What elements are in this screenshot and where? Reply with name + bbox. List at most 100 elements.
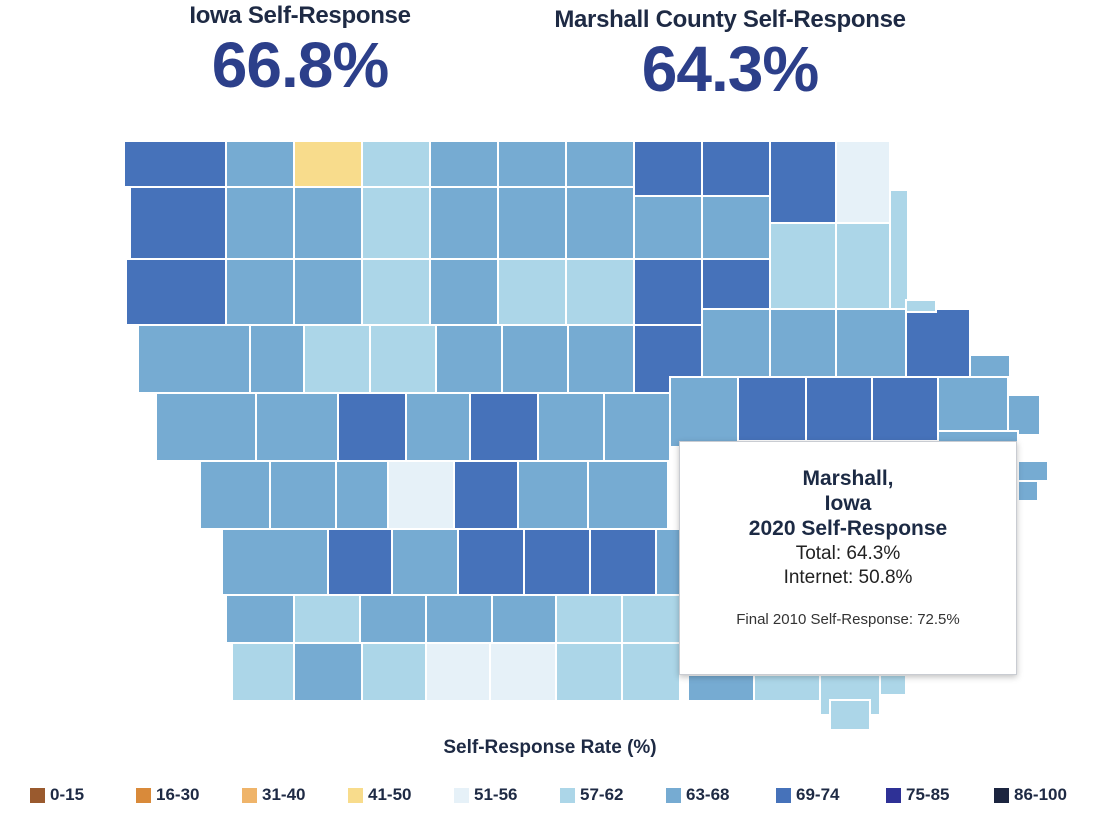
county-region-37[interactable] bbox=[137, 324, 251, 394]
legend-item: 86-100 bbox=[994, 782, 1067, 808]
county-region-10[interactable] bbox=[769, 140, 837, 224]
legend-swatch bbox=[560, 787, 575, 803]
county-region-17[interactable] bbox=[497, 186, 567, 260]
county-region-84[interactable] bbox=[361, 642, 427, 702]
county-region-4[interactable] bbox=[361, 140, 431, 188]
county-region-14[interactable] bbox=[293, 186, 363, 260]
county-region-16[interactable] bbox=[429, 186, 499, 260]
county-region-61[interactable] bbox=[269, 460, 337, 530]
county-region-28[interactable] bbox=[429, 258, 499, 326]
county-region-64[interactable] bbox=[453, 460, 519, 530]
county-region-89[interactable] bbox=[687, 674, 755, 702]
county-region-63[interactable] bbox=[387, 460, 455, 530]
county-region-13[interactable] bbox=[225, 186, 295, 260]
county-region-65[interactable] bbox=[517, 460, 589, 530]
county-region-50[interactable] bbox=[405, 392, 471, 462]
county-region-42[interactable] bbox=[501, 324, 569, 394]
county-region-34[interactable] bbox=[835, 308, 907, 378]
county-region-15[interactable] bbox=[361, 186, 431, 260]
county-region-54[interactable] bbox=[669, 376, 739, 448]
county-region-36[interactable] bbox=[905, 299, 937, 313]
county-region-47[interactable] bbox=[155, 392, 257, 462]
county-region-23[interactable] bbox=[889, 189, 909, 311]
county-region-32[interactable] bbox=[701, 258, 771, 310]
county-region-68[interactable] bbox=[221, 528, 329, 596]
county-region-80[interactable] bbox=[555, 594, 623, 644]
county-region-31[interactable] bbox=[633, 258, 703, 326]
county-region-29[interactable] bbox=[497, 258, 567, 326]
county-region-21[interactable] bbox=[769, 222, 837, 310]
county-region-87[interactable] bbox=[555, 642, 623, 702]
county-region-52[interactable] bbox=[537, 392, 605, 462]
county-region-6[interactable] bbox=[497, 140, 567, 188]
county-region-66[interactable] bbox=[587, 460, 669, 530]
county-region-33[interactable] bbox=[769, 308, 837, 378]
county-region-2[interactable] bbox=[225, 140, 295, 188]
county-region-77[interactable] bbox=[359, 594, 427, 644]
county-region-76[interactable] bbox=[293, 594, 361, 644]
county-region-71[interactable] bbox=[457, 528, 525, 596]
county-region-53[interactable] bbox=[603, 392, 671, 462]
county-region-se-1[interactable] bbox=[1017, 460, 1049, 482]
county-region-18[interactable] bbox=[565, 186, 635, 260]
county-region-49[interactable] bbox=[337, 392, 407, 462]
county-region-3[interactable] bbox=[293, 140, 363, 188]
county-region-88[interactable] bbox=[621, 642, 681, 702]
county-region-12[interactable] bbox=[129, 186, 227, 260]
county-region-57[interactable] bbox=[871, 376, 939, 442]
tooltip-state-name: Iowa bbox=[824, 492, 872, 515]
county-region-72[interactable] bbox=[523, 528, 591, 596]
county-region-20[interactable] bbox=[701, 195, 771, 260]
county-region-26[interactable] bbox=[293, 258, 363, 326]
county-region-62[interactable] bbox=[335, 460, 389, 530]
county-region-48[interactable] bbox=[255, 392, 339, 462]
county-region-38[interactable] bbox=[249, 324, 305, 394]
county-region-30[interactable] bbox=[565, 258, 635, 326]
county-region-69[interactable] bbox=[327, 528, 393, 596]
county-region-86[interactable] bbox=[489, 642, 557, 702]
county-region-90[interactable] bbox=[753, 674, 821, 702]
county-region-5[interactable] bbox=[429, 140, 499, 188]
county-region-78[interactable] bbox=[425, 594, 493, 644]
county-region-93[interactable] bbox=[829, 699, 871, 731]
legend-title: Self-Response Rate (%) bbox=[443, 737, 657, 758]
county-region-58[interactable] bbox=[937, 376, 1009, 432]
county-region-81[interactable] bbox=[621, 594, 681, 644]
county-region-79[interactable] bbox=[491, 594, 557, 644]
legend-item: 16-30 bbox=[136, 782, 199, 808]
county-region-82[interactable] bbox=[231, 642, 295, 702]
legend-label: 69-74 bbox=[796, 785, 840, 804]
county-region-75[interactable] bbox=[225, 594, 295, 644]
county-region-se-2[interactable] bbox=[1017, 480, 1039, 502]
county-region-59[interactable] bbox=[1007, 394, 1041, 436]
county-region-83[interactable] bbox=[293, 642, 363, 702]
county-region-25[interactable] bbox=[225, 258, 295, 326]
county-region-74[interactable] bbox=[655, 528, 681, 596]
county-region-70[interactable] bbox=[391, 528, 459, 596]
county-region-55[interactable] bbox=[737, 376, 807, 442]
county-region-60[interactable] bbox=[199, 460, 271, 530]
county-region-1[interactable] bbox=[123, 140, 227, 188]
county-region-27[interactable] bbox=[361, 258, 431, 326]
county-region-92[interactable] bbox=[879, 674, 907, 696]
county-region-43[interactable] bbox=[567, 324, 635, 394]
county-region-56[interactable] bbox=[805, 376, 873, 442]
county-layer[interactable] bbox=[123, 140, 1049, 731]
county-region-35[interactable] bbox=[905, 308, 971, 378]
county-region-7[interactable] bbox=[565, 140, 635, 188]
county-region-19[interactable] bbox=[633, 195, 703, 260]
county-region-39[interactable] bbox=[303, 324, 371, 394]
county-region-73[interactable] bbox=[589, 528, 657, 596]
county-region-24[interactable] bbox=[125, 258, 227, 326]
legend-label: 0-15 bbox=[50, 785, 85, 804]
county-region-9[interactable] bbox=[701, 140, 771, 197]
county-region-40[interactable] bbox=[369, 324, 437, 394]
county-region-8[interactable] bbox=[633, 140, 703, 197]
county-region-51[interactable] bbox=[469, 392, 539, 462]
county-region-41[interactable] bbox=[435, 324, 503, 394]
county-region-45[interactable] bbox=[701, 308, 771, 378]
county-region-11[interactable] bbox=[835, 140, 891, 224]
county-region-85[interactable] bbox=[425, 642, 491, 702]
